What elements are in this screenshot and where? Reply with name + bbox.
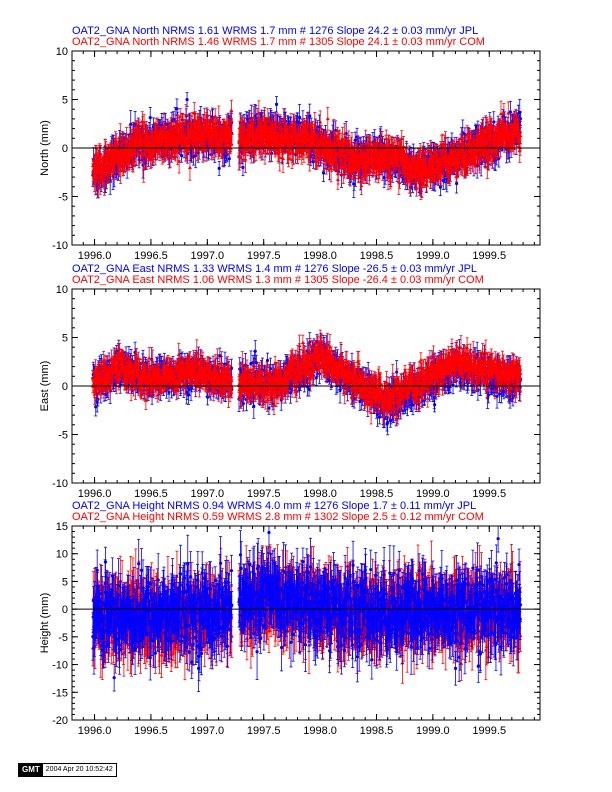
data-point — [298, 115, 302, 120]
data-point — [492, 120, 496, 124]
data-point — [455, 181, 459, 186]
data-layer — [90, 92, 523, 200]
north-panel: OAT2_GNA North NRMS 1.61 WRMS 1.7 mm # 1… — [39, 25, 541, 262]
data-point — [148, 116, 152, 120]
data-point — [180, 154, 184, 158]
data-point — [508, 110, 512, 114]
data-point — [217, 166, 221, 170]
data-point — [227, 157, 231, 161]
data-point — [185, 97, 189, 102]
data-point — [274, 102, 279, 106]
data-point — [308, 114, 312, 118]
series-com — [90, 99, 523, 200]
data-point — [441, 179, 445, 183]
legend-entry: OAT2_GNA North NRMS 1.61 WRMS 1.7 mm # 1… — [72, 25, 478, 37]
data-point — [102, 183, 107, 187]
data-point — [96, 186, 101, 190]
data-point — [241, 165, 245, 170]
data-point — [175, 107, 179, 111]
legend-entry: OAT2_GNA North NRMS 1.46 WRMS 1.7 mm # 1… — [72, 36, 485, 48]
data-point — [118, 168, 123, 172]
data-point — [438, 185, 442, 189]
